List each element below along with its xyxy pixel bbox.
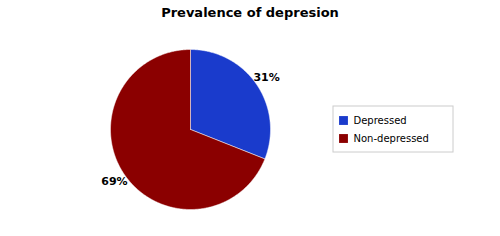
svg-text:Non-depressed: Non-depressed [354, 133, 429, 144]
svg-text:69%: 69% [101, 175, 127, 188]
svg-text:31%: 31% [253, 71, 279, 84]
html-text:Prevalence of depresion: Prevalence of depresion [161, 5, 339, 20]
svg-text:Depressed: Depressed [354, 115, 407, 126]
